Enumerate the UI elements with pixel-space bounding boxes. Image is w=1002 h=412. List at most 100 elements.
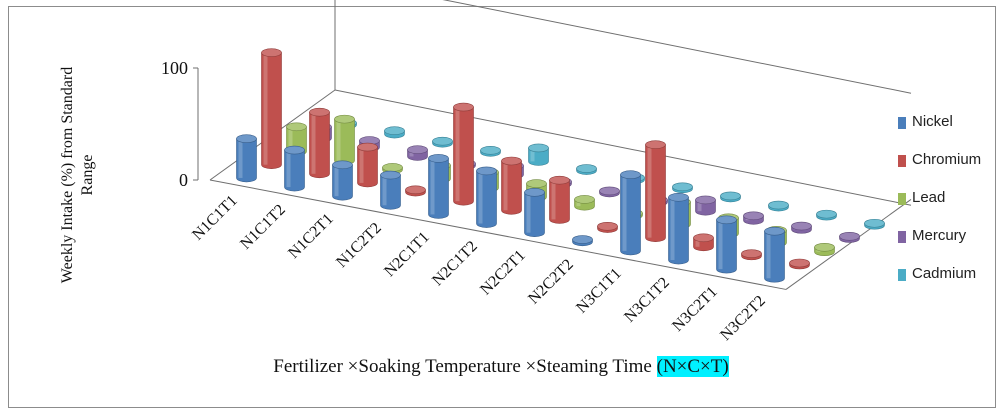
bar-top-nickel-n1c1t2 bbox=[284, 145, 305, 155]
bar-highlight-chromium-n2c2t1 bbox=[551, 180, 556, 220]
bar-top-chromium-n3c2t1 bbox=[741, 249, 762, 258]
bar-top-mercury-n3c2t2 bbox=[839, 231, 860, 241]
bar-top-chromium-n3c1t2 bbox=[693, 233, 714, 243]
bar-top-mercury-n3c1t1 bbox=[695, 195, 716, 205]
bar-highlight-chromium-n3c1t2 bbox=[695, 237, 700, 247]
bar-top-chromium-n3c1t1 bbox=[645, 140, 666, 149]
x-tick-label-n2c1t2: N2C1T2 bbox=[429, 238, 481, 290]
legend-swatch-mercury bbox=[898, 231, 906, 243]
bar-top-mercury-n1c2t1 bbox=[407, 145, 428, 155]
x-axis-title-highlight: (N×C×T) bbox=[656, 356, 729, 377]
bar-top-nickel-n3c1t1 bbox=[620, 170, 641, 180]
bar-top-chromium-n2c2t2 bbox=[597, 221, 618, 231]
bar-top-nickel-n1c1t1 bbox=[236, 134, 257, 144]
bar-highlight-nickel-n1c2t1 bbox=[334, 164, 339, 197]
back-wall-top-edge bbox=[442, 0, 912, 94]
bar-highlight-chromium-n1c2t1 bbox=[359, 147, 364, 183]
x-tick-label-n2c2t1: N2C2T1 bbox=[477, 247, 529, 299]
legend-label-nickel: Nickel bbox=[912, 113, 953, 130]
bar-top-chromium-n2c1t1 bbox=[453, 102, 474, 112]
legend-swatch-cadmium bbox=[898, 269, 906, 281]
bar-top-lead-n3c2t2 bbox=[814, 242, 835, 252]
bar-top-cadmium-n2c2t2 bbox=[672, 182, 693, 192]
bar-top-chromium-n1c2t1 bbox=[357, 142, 378, 152]
legend-label-cadmium: Cadmium bbox=[912, 265, 977, 282]
bar-top-lead-n2c1t2 bbox=[526, 179, 547, 188]
legend-label-lead: Lead bbox=[912, 189, 946, 206]
bar-top-lead-n2c2t1 bbox=[574, 195, 595, 204]
bar-top-nickel-n3c1t2 bbox=[668, 192, 689, 202]
bar-top-nickel-n2c2t2 bbox=[572, 235, 593, 244]
legend-swatch-nickel bbox=[898, 117, 906, 129]
bar-top-nickel-n3c2t2 bbox=[764, 226, 785, 236]
bar-top-nickel-n2c1t2 bbox=[476, 166, 497, 176]
bar-highlight-lead-n1c1t2 bbox=[336, 119, 341, 161]
chart-frame bbox=[8, 6, 996, 408]
bar-top-lead-n1c1t1 bbox=[286, 122, 307, 132]
bar-highlight-chromium-n1c1t1 bbox=[263, 52, 268, 165]
y-tick-label: 100 bbox=[161, 58, 188, 78]
bar-top-nickel-n3c2t1 bbox=[716, 215, 737, 225]
legend-item-cadmium: Cadmium bbox=[898, 264, 1002, 302]
bar-highlight-nickel-n3c1t2 bbox=[670, 197, 675, 261]
bar-top-nickel-n2c1t1 bbox=[428, 154, 449, 163]
x-tick-label-n3c1t1: N3C1T1 bbox=[573, 265, 625, 317]
floor-right-edge bbox=[785, 199, 912, 290]
y-tick-label: 0 bbox=[179, 170, 188, 190]
bar-highlight-lead-n1c1t1 bbox=[288, 126, 293, 152]
bar-highlight-nickel-n3c2t2 bbox=[766, 231, 771, 279]
bar-top-cadmium-n2c1t1 bbox=[528, 143, 549, 153]
bar-highlight-nickel-n2c1t1 bbox=[430, 158, 435, 215]
legend-swatch-chromium bbox=[898, 155, 906, 167]
x-tick-label-n2c2t2: N2C2T2 bbox=[525, 256, 577, 308]
x-tick-label-n1c2t2: N1C2T2 bbox=[333, 219, 385, 271]
bar-top-chromium-n1c2t2 bbox=[405, 185, 426, 195]
bar-highlight-cadmium-n2c1t1 bbox=[530, 147, 535, 162]
bar-highlight-nickel-n2c2t1 bbox=[526, 192, 531, 233]
x-tick-label-n3c2t2: N3C2T2 bbox=[717, 292, 769, 344]
x-tick-label-n1c1t1: N1C1T1 bbox=[189, 192, 241, 244]
x-tick-label-n1c2t1: N1C2T1 bbox=[285, 210, 337, 262]
bar-top-chromium-n2c2t1 bbox=[549, 175, 570, 185]
bar-top-chromium-n2c1t2 bbox=[501, 156, 522, 166]
bar-top-cadmium-n3c2t2 bbox=[864, 218, 885, 228]
bar-top-cadmium-n3c2t1 bbox=[816, 209, 837, 219]
bar-highlight-chromium-n2c1t2 bbox=[503, 161, 508, 211]
bar-top-nickel-n1c2t2 bbox=[380, 170, 401, 180]
legend-item-lead: Lead bbox=[898, 188, 1002, 226]
bar-top-cadmium-n3c1t2 bbox=[768, 200, 789, 210]
y-axis-title: Weekly Intake (%) from Standard Range bbox=[59, 67, 96, 283]
bar-top-nickel-n1c2t1 bbox=[332, 160, 353, 170]
bar-top-cadmium-n1c1t2 bbox=[384, 126, 405, 135]
bar-highlight-chromium-n1c1t2 bbox=[311, 112, 316, 174]
x-tick-label-n2c1t1: N2C1T1 bbox=[381, 229, 433, 281]
legend: Nickel Chromium Lead Mercury Cadmium bbox=[898, 112, 1002, 302]
legend-item-nickel: Nickel bbox=[898, 112, 1002, 150]
bar-top-cadmium-n2c1t2 bbox=[576, 164, 597, 173]
bar-top-mercury-n3c2t1 bbox=[791, 221, 812, 231]
bar-highlight-chromium-n3c1t1 bbox=[647, 144, 652, 238]
bar-highlight-nickel-n3c2t1 bbox=[718, 219, 723, 270]
x-axis-title-text: Fertilizer ×Soaking Temperature ×Steamin… bbox=[273, 356, 652, 377]
x-axis-title: Fertilizer ×Soaking Temperature ×Steamin… bbox=[0, 356, 1002, 378]
bar-highlight-nickel-n1c1t2 bbox=[286, 150, 291, 188]
bar-top-chromium-n1c1t1 bbox=[261, 48, 282, 57]
legend-item-chromium: Chromium bbox=[898, 150, 1002, 188]
bar-highlight-mercury-n3c1t1 bbox=[697, 199, 702, 212]
bar-highlight-nickel-n3c1t1 bbox=[622, 174, 627, 251]
bar-top-nickel-n2c2t1 bbox=[524, 188, 545, 197]
bar-top-cadmium-n1c2t2 bbox=[480, 145, 501, 155]
legend-item-mercury: Mercury bbox=[898, 226, 1002, 264]
x-tick-label-n3c1t2: N3C1T2 bbox=[621, 274, 673, 326]
bar-top-lead-n1c1t2 bbox=[334, 114, 355, 124]
legend-label-chromium: Chromium bbox=[912, 151, 982, 168]
bar-highlight-nickel-n1c2t2 bbox=[382, 175, 387, 206]
bar-top-lead-n1c2t1 bbox=[382, 163, 403, 172]
bar-highlight-nickel-n2c1t2 bbox=[478, 170, 483, 224]
legend-label-mercury: Mercury bbox=[912, 227, 967, 244]
legend-swatch-lead bbox=[898, 193, 906, 205]
bar-top-chromium-n3c2t2 bbox=[789, 258, 810, 268]
x-tick-label-n1c1t2: N1C1T2 bbox=[237, 201, 289, 253]
bar-top-cadmium-n1c2t1 bbox=[432, 136, 453, 146]
